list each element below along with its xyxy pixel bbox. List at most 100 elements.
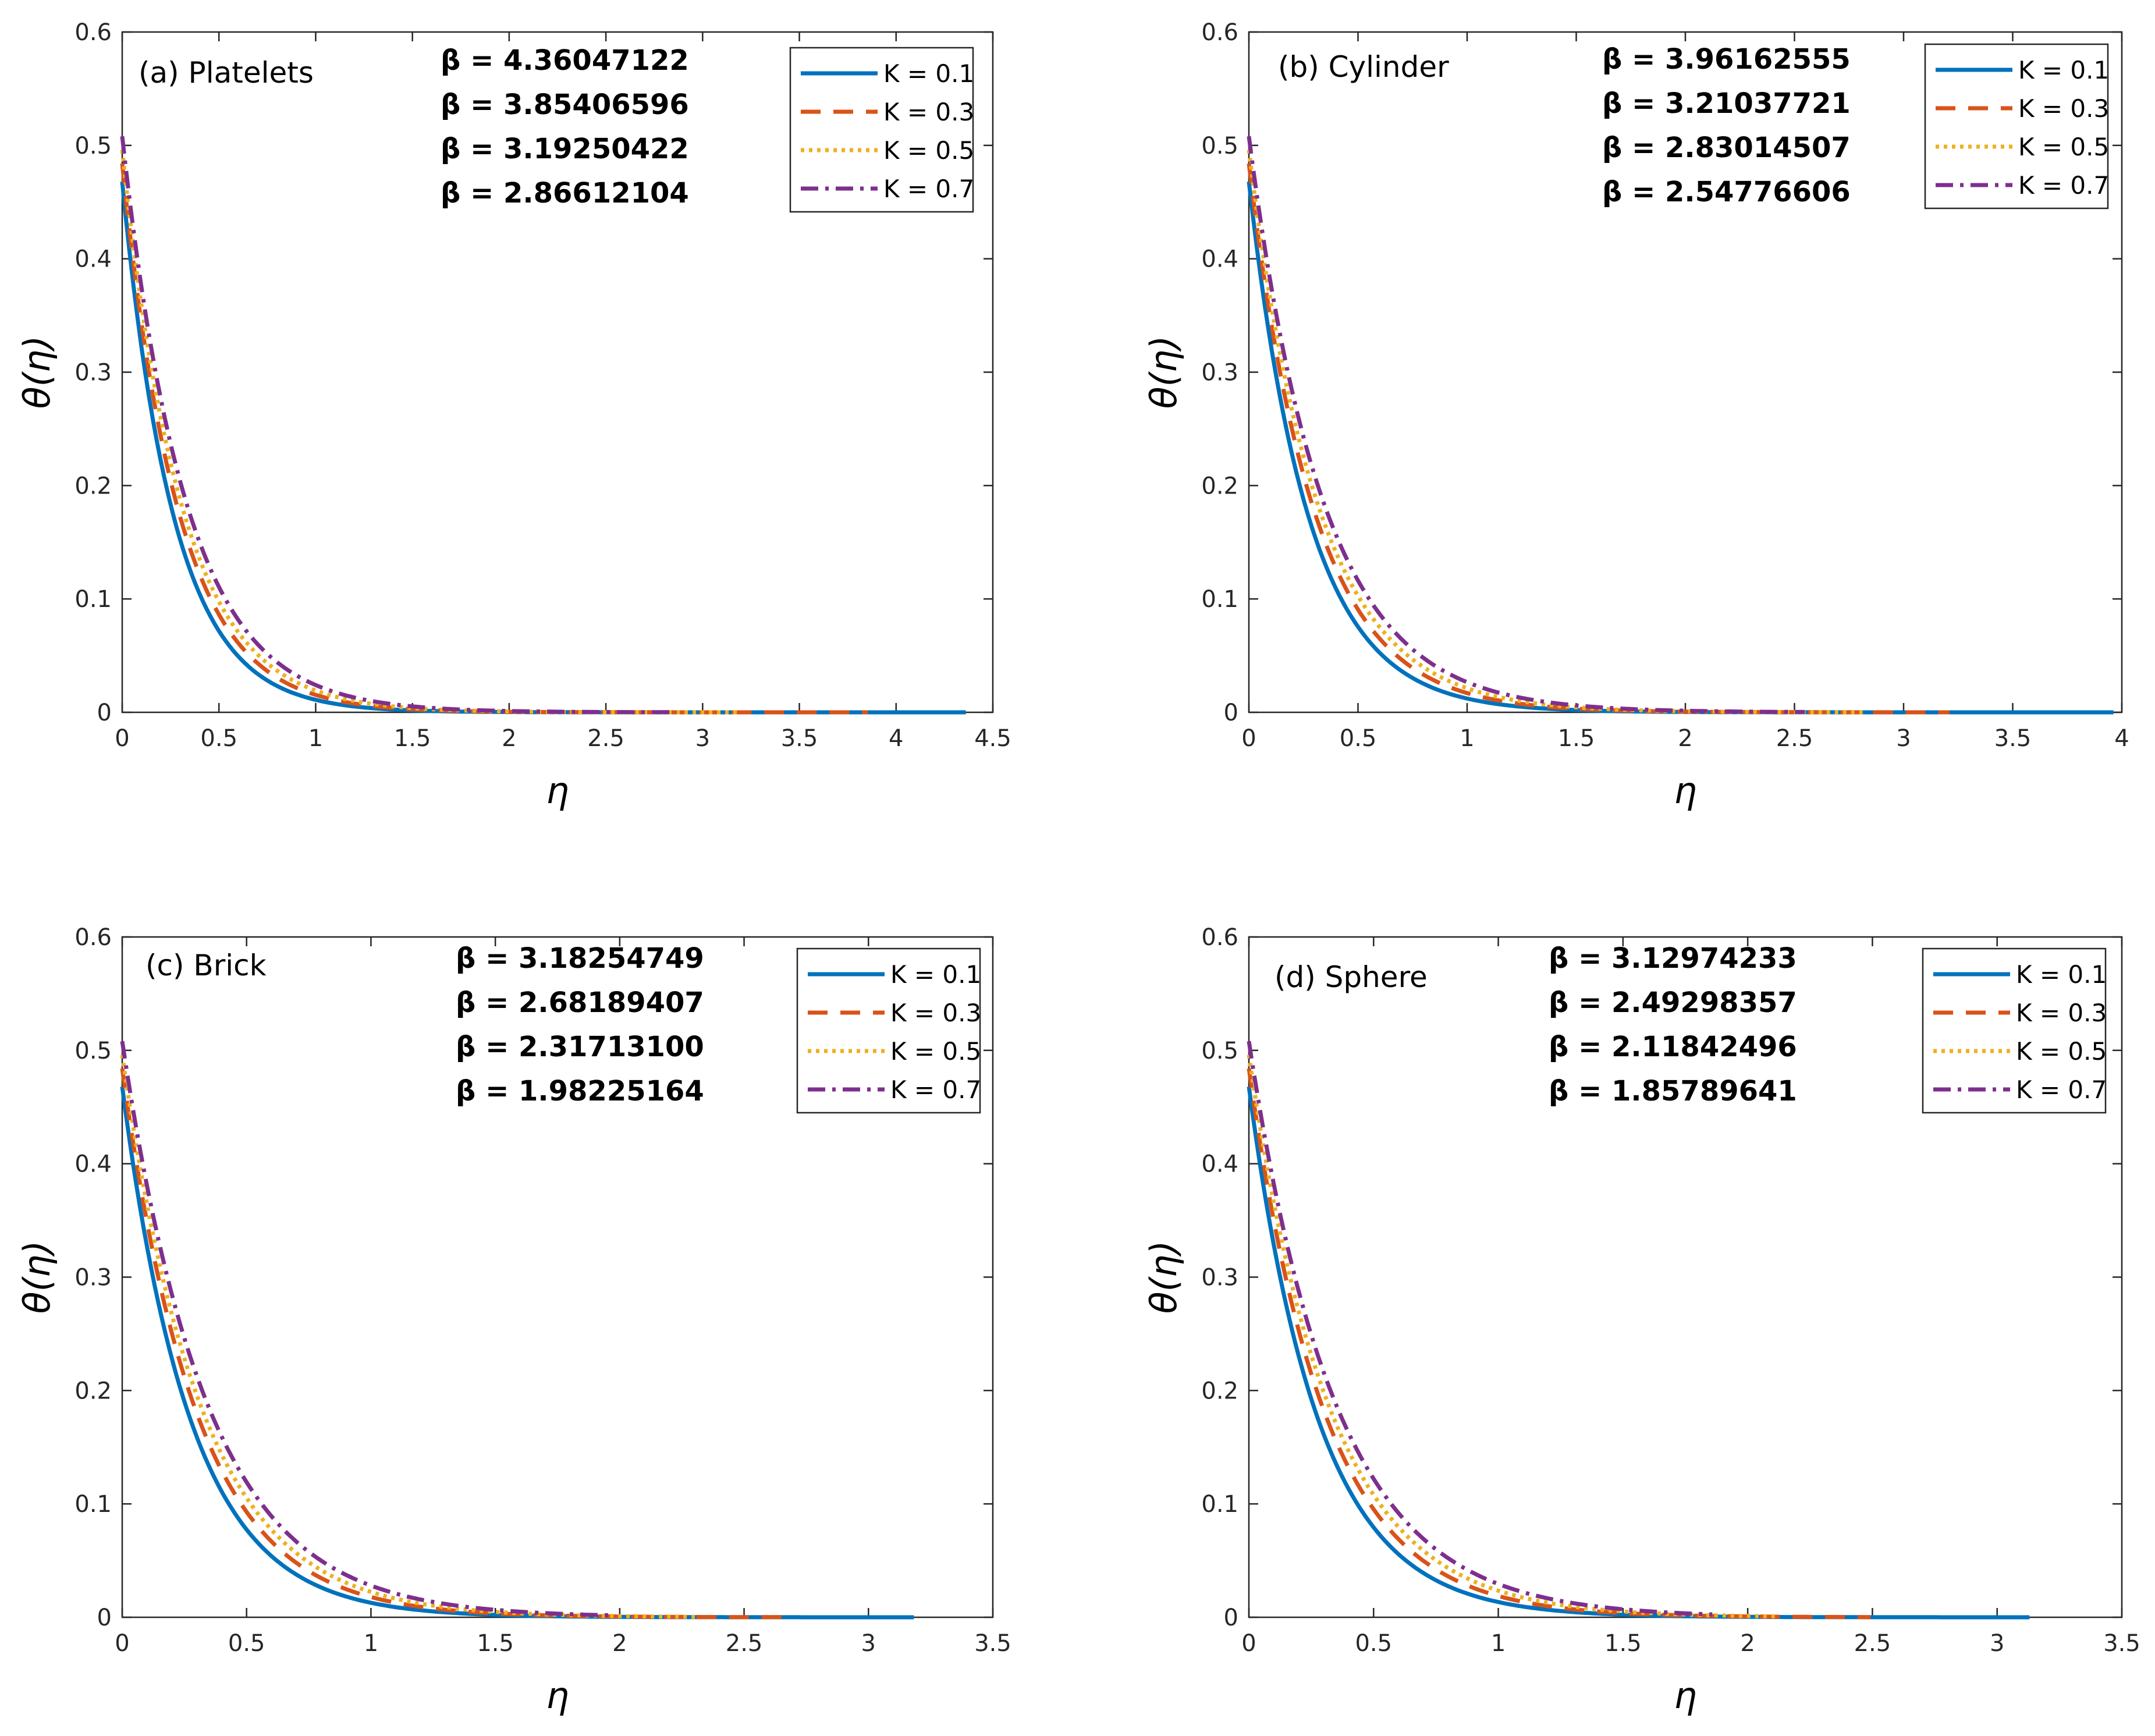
panel-a: 0 0.5 1 1.5 2 2.5 3 3.5 4 4.5 0 0.1 0.2 0.3 0.4 0.5 0.6 η…	[16, 19, 1011, 812]
y-tick-label: 0.4	[1201, 246, 1238, 273]
y-tick-label: 0.1	[1201, 1491, 1238, 1518]
x-tick-label: 0	[1241, 1630, 1256, 1657]
x-tick-label: 1.5	[1604, 1630, 1642, 1657]
y-tick-label: 0.4	[1201, 1151, 1238, 1178]
series-line-K05	[120, 150, 740, 715]
y-tick-label: 0.6	[74, 19, 112, 46]
legend-label: K = 0.1	[883, 59, 974, 88]
legend-label: K = 0.3	[2018, 94, 2109, 123]
y-axis-label: θ(η)	[16, 336, 58, 409]
panel-d: 0 0.5 1 1.5 2 2.5 3 3.5 0 0.1 0.2 0.3 0.4 0.5 0.6 η θ(η)…	[1142, 924, 2140, 1717]
x-tick-label: 0	[115, 1630, 129, 1657]
y-tick-label: 0.4	[74, 1151, 112, 1178]
y-axis-label: θ(η)	[1142, 336, 1185, 409]
x-tick-label: 0.5	[228, 1630, 265, 1657]
legend-box	[789, 47, 974, 213]
x-tick-label: 0	[115, 725, 129, 752]
x-tick-label: 3	[1896, 725, 1911, 752]
y-tick-label: 0	[1224, 1604, 1238, 1631]
legend-label: K = 0.3	[883, 98, 974, 126]
beta-annotation: β = 2.68189407	[456, 986, 704, 1019]
beta-annotation: β = 1.85789641	[1549, 1075, 1797, 1107]
x-tick-label: 2.5	[726, 1630, 763, 1657]
y-tick-label: 0	[97, 700, 112, 726]
y-tick-label: 0.5	[1201, 133, 1238, 159]
x-tick-label: 2	[1678, 725, 1692, 752]
beta-annotation: β = 3.12974233	[1549, 942, 1797, 975]
x-tick-label: 0.5	[1340, 725, 1377, 752]
x-tick-label: 3	[1990, 1630, 2004, 1657]
series-line-K01	[1247, 181, 2114, 715]
beta-annotation: β = 3.18254749	[456, 942, 704, 975]
legend-label: K = 0.1	[2018, 56, 2109, 84]
beta-annotation: β = 2.49298357	[1549, 986, 1797, 1019]
y-tick-label: 0.1	[74, 1491, 112, 1518]
legend-label: K = 0.3	[2016, 999, 2107, 1027]
y-tick-label: 0.2	[74, 1378, 112, 1404]
beta-annotation: β = 2.83014507	[1602, 132, 1851, 164]
x-axis-label: η	[546, 1674, 569, 1717]
beta-annotation: β = 3.85406596	[441, 88, 689, 121]
beta-annotation: β = 2.11842496	[1549, 1031, 1797, 1063]
legend-label: K = 0.7	[2016, 1075, 2107, 1104]
beta-annotation: β = 3.21037721	[1602, 87, 1851, 120]
series-line-K05	[120, 1055, 699, 1619]
legend-label: K = 0.5	[890, 1037, 981, 1066]
y-tick-label: 0.5	[1201, 1038, 1238, 1064]
x-axis-label: η	[1674, 769, 1696, 812]
x-axis-label: η	[546, 769, 569, 812]
x-tick-label: 0.5	[1355, 1630, 1392, 1657]
series-line-K05	[1247, 150, 1867, 715]
series-line-K07	[120, 1041, 616, 1618]
series-line-K03	[1247, 163, 1950, 715]
series-line-K07	[1247, 136, 1805, 714]
x-tick-label: 3.5	[2103, 1630, 2140, 1657]
series-line-K01	[120, 1086, 914, 1620]
series-line-K07	[120, 136, 677, 715]
legend-label: K = 0.7	[2018, 171, 2109, 200]
legend: K = 0.1 K = 0.3 K = 0.5 K = 0.7	[1922, 947, 2107, 1114]
x-tick-label: 2	[502, 725, 516, 752]
panel-label: (d) Sphere	[1274, 960, 1428, 994]
legend-label: K = 0.7	[883, 175, 974, 203]
y-tick-label: 0.3	[74, 360, 112, 386]
x-tick-label: 2	[1740, 1630, 1755, 1657]
x-tick-label: 1	[1460, 725, 1474, 752]
y-tick-label: 0.3	[1201, 360, 1238, 386]
y-tick-label: 0.4	[74, 246, 112, 273]
y-tick-label: 0.5	[74, 1038, 112, 1064]
y-tick-label: 0.6	[74, 924, 112, 951]
series-line-K07	[1247, 1041, 1713, 1617]
legend-label: K = 0.1	[890, 960, 981, 989]
y-tick-label: 0.2	[1201, 1378, 1238, 1404]
x-tick-label: 1.5	[394, 725, 431, 752]
beta-annotation: β = 2.31713100	[456, 1031, 704, 1063]
x-tick-label: 1	[364, 1630, 378, 1657]
legend: K = 0.1 K = 0.3 K = 0.5 K = 0.7	[796, 947, 981, 1114]
x-tick-label: 2.5	[1854, 1630, 1891, 1657]
x-axis-label: η	[1674, 1674, 1696, 1717]
x-tick-label: 3.5	[974, 1630, 1011, 1657]
x-tick-label: 4.5	[974, 725, 1011, 752]
legend-label: K = 0.5	[883, 136, 974, 165]
y-tick-label: 0.1	[1201, 586, 1238, 613]
panel-label: (a) Platelets	[139, 56, 314, 90]
series-line-K03	[120, 163, 868, 715]
y-tick-label: 0.1	[74, 586, 112, 613]
x-tick-label: 0	[1241, 725, 1256, 752]
series-line-K01	[120, 181, 966, 715]
x-tick-label: 3.5	[1994, 725, 2032, 752]
beta-annotation: β = 2.54776606	[1602, 176, 1851, 208]
x-tick-label: 2	[612, 1630, 627, 1657]
y-tick-label: 0.6	[1201, 924, 1238, 951]
panel-label: (b) Cylinder	[1278, 50, 1449, 84]
legend-label: K = 0.5	[2018, 133, 2109, 161]
y-tick-label: 0.2	[74, 473, 112, 499]
series-line-K05	[1247, 1055, 1777, 1618]
y-axis-label: θ(η)	[1142, 1241, 1185, 1314]
panel-c: 0 0.5 1 1.5 2 2.5 3 3.5 0 0.1 0.2 0.3 0.4 0.5 0.6 η θ(η)…	[16, 924, 1011, 1717]
x-tick-label: 1	[1491, 1630, 1506, 1657]
legend: K = 0.1 K = 0.3 K = 0.5 K = 0.7	[1924, 43, 2109, 210]
y-tick-label: 0.5	[74, 133, 112, 159]
